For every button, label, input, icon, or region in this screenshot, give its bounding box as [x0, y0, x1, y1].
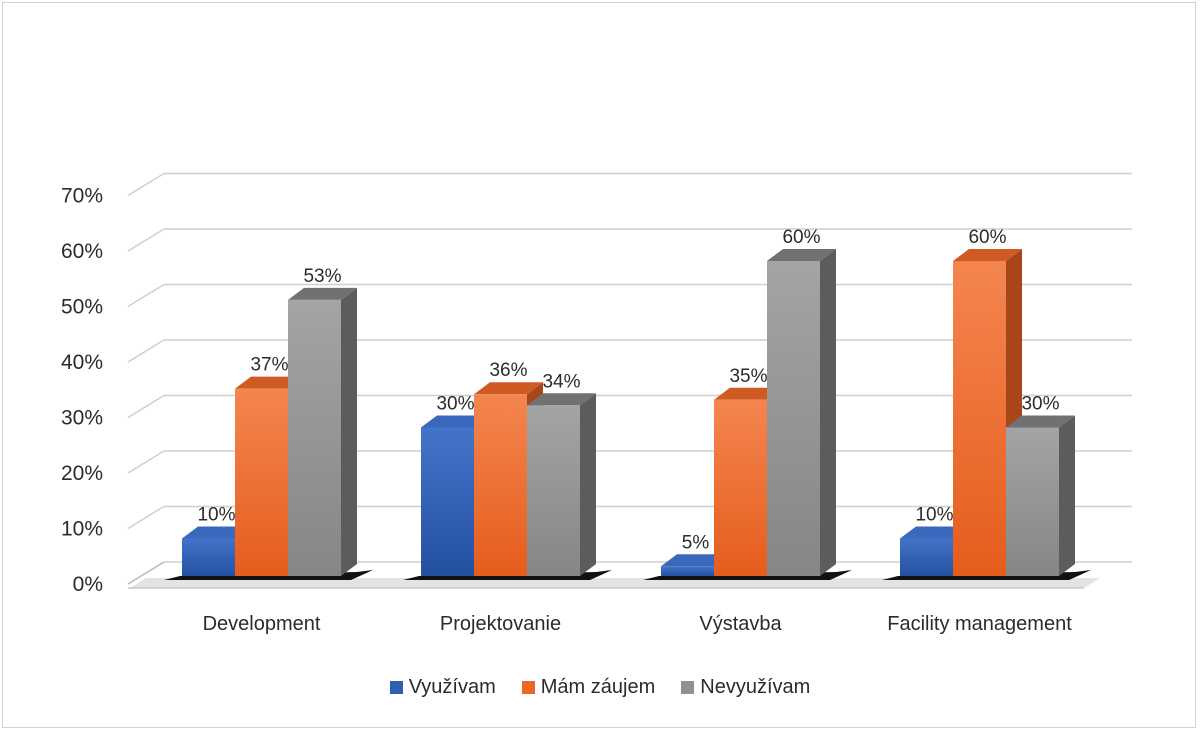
category-label: Development — [203, 613, 321, 635]
y-tick-label: 50% — [61, 296, 103, 319]
data-label: 10% — [915, 505, 953, 526]
y-tick-label: 60% — [61, 240, 103, 263]
bar-top — [767, 249, 836, 261]
legend-item: Mám záujem — [521, 676, 656, 699]
legend-label: Mám záujem — [540, 676, 656, 698]
bar-front — [421, 427, 474, 576]
legend-swatch — [389, 681, 403, 694]
legend-label: Nevyužívam — [700, 676, 811, 698]
legend-item: Nevyužívam — [681, 676, 810, 699]
bar-top — [421, 415, 490, 428]
bar-side — [341, 287, 357, 576]
bar-top — [714, 387, 783, 400]
bar-top — [953, 249, 1022, 261]
bar-top — [1006, 415, 1075, 428]
gridline-diagonal — [127, 339, 165, 363]
data-label: 35% — [729, 366, 767, 387]
bar-front — [182, 538, 235, 576]
data-labels: 10% 37% 53% 30% 36% 34% 5% 35% 60% 10% 60% 30% — [197, 227, 1059, 553]
bar-side — [1059, 415, 1075, 576]
gridline-diagonal — [127, 228, 165, 252]
gridline-diagonal — [127, 450, 165, 474]
bar-front — [235, 388, 288, 576]
y-tick-label: 70% — [61, 185, 103, 208]
y-tick-label: 30% — [61, 407, 103, 430]
legend-swatch — [521, 681, 535, 694]
bar-top — [527, 393, 596, 406]
bar — [953, 249, 1022, 576]
bar-front — [900, 538, 953, 576]
floor-plane — [130, 578, 1100, 588]
bars — [164, 249, 1091, 580]
bar-front — [661, 566, 714, 576]
x-axis: Development Projektovanie Výstavba Facility… — [203, 613, 1073, 635]
bar-front — [767, 261, 820, 576]
bar — [288, 287, 357, 576]
data-label: 53% — [303, 266, 341, 287]
bar-front — [288, 299, 341, 576]
data-label: 30% — [1021, 394, 1059, 415]
data-label: 60% — [968, 227, 1006, 248]
bar-front — [953, 261, 1006, 576]
gridline-diagonal — [127, 505, 165, 530]
category-label: Výstavba — [699, 613, 782, 635]
legend-item: Využívam — [389, 676, 496, 699]
bar-top — [288, 287, 357, 300]
bar-front — [1006, 427, 1059, 576]
bar — [767, 249, 836, 576]
data-label: 36% — [489, 360, 527, 381]
gridline-diagonal — [127, 172, 165, 197]
data-label: 34% — [542, 371, 580, 392]
bar-top — [235, 376, 304, 389]
data-label: 60% — [782, 227, 820, 248]
legend-swatch — [681, 681, 695, 694]
bar-front — [474, 394, 527, 576]
data-label: 30% — [436, 394, 474, 415]
axis-edge — [127, 561, 165, 585]
bar-top — [474, 382, 543, 395]
bar — [527, 393, 596, 576]
bar-front — [714, 399, 767, 576]
data-label: 37% — [250, 355, 288, 376]
bar-front — [527, 405, 580, 576]
y-tick-label: 0% — [73, 573, 103, 596]
bar-side — [580, 393, 596, 576]
chart-floor — [128, 578, 1100, 589]
bar-top — [182, 526, 251, 539]
gridline-diagonal — [127, 394, 165, 419]
data-label: 5% — [682, 532, 710, 553]
gridline-diagonal — [127, 283, 165, 308]
bar-top — [661, 554, 730, 567]
data-label: 10% — [197, 505, 235, 526]
category-label: Facility management — [887, 613, 1072, 635]
y-tick-label: 20% — [61, 462, 103, 485]
legend: Využívam Mám záujem Nevyužívam — [0, 676, 1200, 699]
bar-top — [900, 526, 969, 539]
y-axis: 0% 10% 20% 30% 40% 50% 60% 70% — [61, 185, 103, 597]
legend-label: Využívam — [408, 676, 496, 698]
category-label: Projektovanie — [440, 613, 561, 635]
y-tick-label: 10% — [61, 518, 103, 541]
y-tick-label: 40% — [61, 351, 103, 374]
bar — [1006, 415, 1075, 576]
bar-side — [820, 249, 836, 576]
